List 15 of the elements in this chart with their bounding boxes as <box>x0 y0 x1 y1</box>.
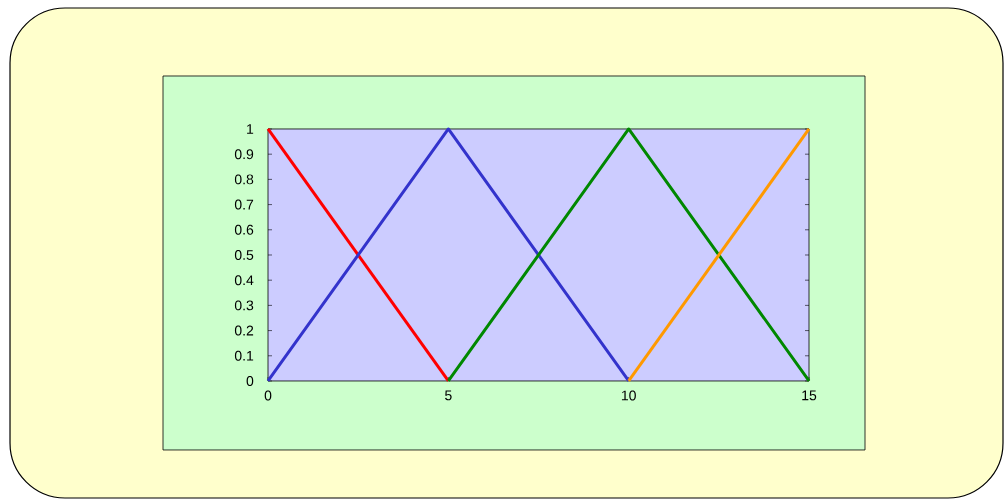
x-tick-label: 15 <box>802 390 817 401</box>
y-tick-label: 0.5 <box>234 250 254 260</box>
y-tick-label: 0.2 <box>234 325 254 336</box>
y-tick-label: 0.3 <box>234 300 254 311</box>
y-tick-label: 0.7 <box>234 199 254 210</box>
x-tick-label: 0 <box>264 390 272 401</box>
y-tick-label: 0 <box>246 376 254 386</box>
y-tick-label: 0.6 <box>234 224 254 235</box>
x-tick-label: 5 <box>445 390 452 401</box>
y-tick-label: 0.4 <box>234 275 254 286</box>
y-tick-label: 0.1 <box>234 350 254 361</box>
x-tick-label: 10 <box>621 390 636 401</box>
y-tick-label: 1 <box>247 124 254 134</box>
y-tick-label: 0.8 <box>234 174 254 185</box>
y-tick-label: 0.9 <box>234 149 254 160</box>
